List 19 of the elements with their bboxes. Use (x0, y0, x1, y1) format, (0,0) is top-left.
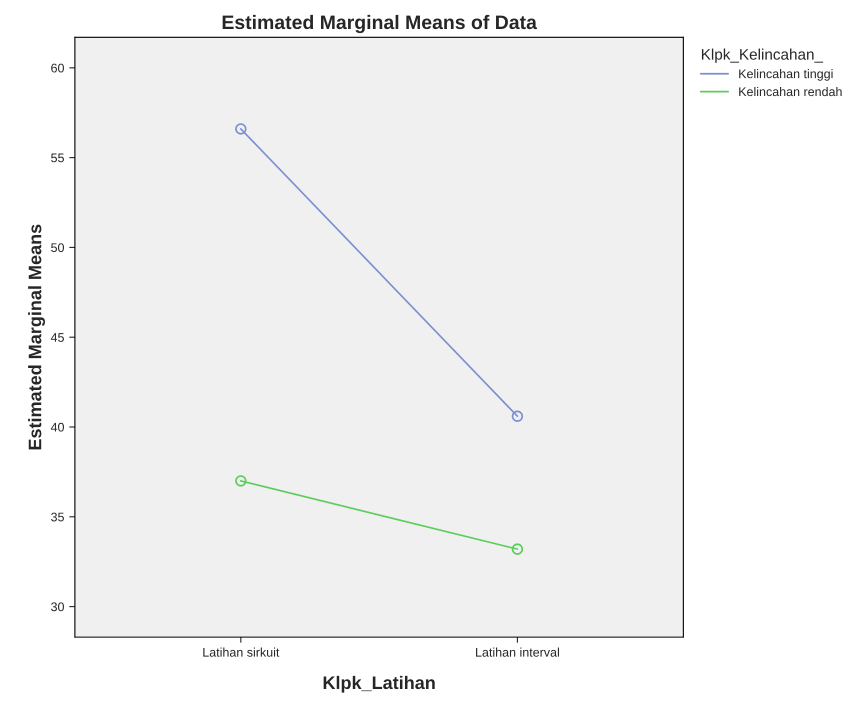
point (512, 543, 524, 555)
legend-label: Kelincahan rendah (739, 86, 842, 96)
legend-label: Kelincahan tinggi (739, 69, 833, 81)
point (512, 410, 524, 422)
y-tick-label: 30 (51, 602, 64, 612)
y-tick-label: 55 (51, 154, 64, 162)
chart-title: Estimated Marginal Means of Data (222, 14, 538, 34)
y-tick-label: 45 (50, 333, 64, 342)
legend-title: Klpk_Kelincahan_ (702, 48, 824, 63)
x-tick-label: Latihan sirkuit (203, 648, 280, 657)
y-tick-label: 35 (51, 512, 64, 522)
y-axis-title: Estimated Marginal Means (28, 224, 46, 450)
y-tick-label: 40 (50, 422, 64, 432)
y-tick-label: 60 (51, 64, 64, 72)
y-tick-label: 50 (51, 243, 64, 252)
x-axis-title: Klpk_Latihan (324, 676, 435, 693)
point (235, 475, 247, 487)
point (235, 123, 247, 135)
x-tick-label: Latihan interval (476, 648, 559, 657)
